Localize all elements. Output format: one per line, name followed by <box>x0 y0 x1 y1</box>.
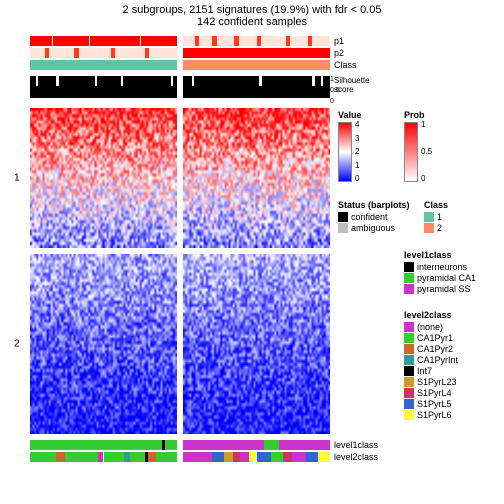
row-label-1: 1 <box>14 173 20 184</box>
heatmap-group1: 1 <box>30 108 330 248</box>
heatmap-main: p1p2ClassSilhouette score10.5012level1cl… <box>30 36 330 496</box>
title-area: 2 subgroups, 2151 signatures (19.9%) wit… <box>0 0 504 28</box>
label-p2: p2 <box>334 48 344 58</box>
label-level1: level1class <box>334 440 378 450</box>
label-p1: p1 <box>334 36 344 46</box>
track-p2 <box>30 48 330 58</box>
legend-level1class: level1classinterneuronspyramidal CA1pyra… <box>404 246 476 295</box>
track-class <box>30 60 330 70</box>
legend-prob: Prob10.50 <box>404 106 425 182</box>
spacer <box>30 72 330 74</box>
legend-status-barplots-: Status (barplots)confidentambiguous <box>338 196 410 234</box>
title-line2: 142 confident samples <box>0 16 504 28</box>
track-p1 <box>30 36 330 46</box>
heatmap-group2: 2 <box>30 254 330 434</box>
track-level2 <box>30 452 330 462</box>
spacer <box>30 250 330 252</box>
label-level2: level2class <box>334 452 378 462</box>
title-line1: 2 subgroups, 2151 signatures (19.9%) wit… <box>0 4 504 16</box>
legend-level2class: level2class(none)CA1Pyr1CA1Pyr2CA1PyrInt… <box>404 306 458 421</box>
track-silhouette <box>30 76 330 102</box>
spacer <box>30 436 330 438</box>
spacer <box>30 104 330 106</box>
legend-value: Value43210 <box>338 106 362 182</box>
row-label-2: 2 <box>14 339 20 350</box>
label-class: Class <box>334 60 357 70</box>
track-level1 <box>30 440 330 450</box>
legend-class: Class12 <box>424 196 448 234</box>
